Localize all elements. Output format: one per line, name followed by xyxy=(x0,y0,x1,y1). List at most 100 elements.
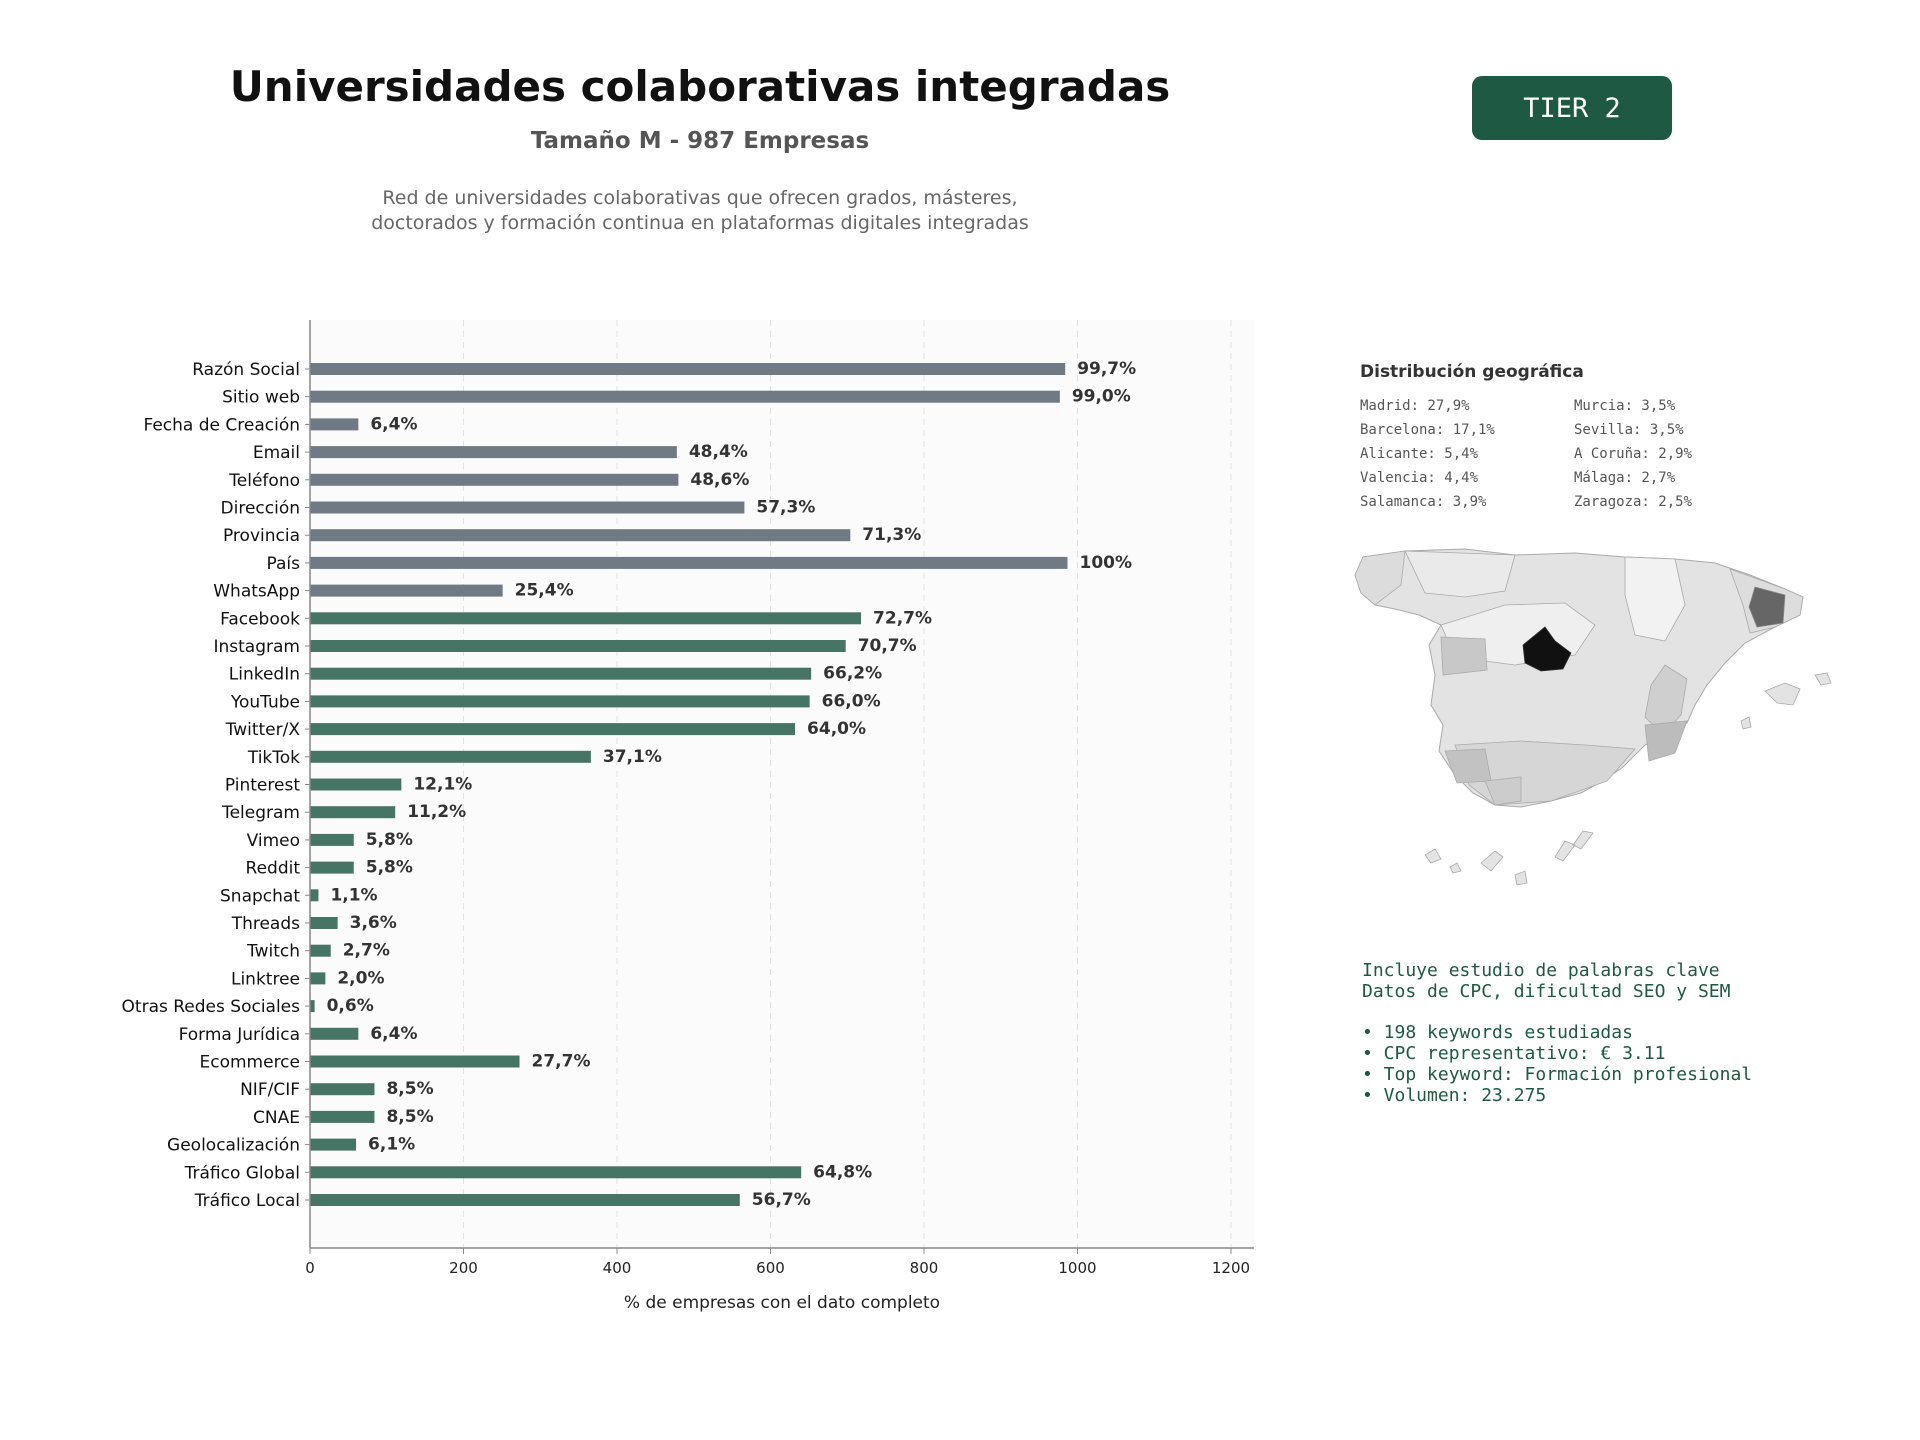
bar xyxy=(310,529,851,542)
map-region-salamanca xyxy=(1440,636,1488,676)
bar xyxy=(310,750,591,763)
bar xyxy=(310,833,354,846)
keyword-bullet: • 198 keywords estudiadas xyxy=(1362,1022,1633,1043)
map-region-malaga xyxy=(1484,776,1522,806)
bar xyxy=(310,556,1068,569)
category-label: Email xyxy=(253,443,300,463)
category-label: Threads xyxy=(231,914,300,934)
bar xyxy=(310,861,354,874)
geo-item: Málaga: 2,7% xyxy=(1574,470,1676,486)
value-label: 8,5% xyxy=(386,1079,433,1099)
category-label: Forma Jurídica xyxy=(179,1025,300,1045)
bar xyxy=(310,695,810,708)
category-label: Linktree xyxy=(231,969,300,989)
value-label: 1,1% xyxy=(330,885,377,905)
value-label: 11,2% xyxy=(407,802,466,822)
category-label: Instagram xyxy=(214,637,301,657)
bar xyxy=(310,944,331,957)
bar xyxy=(310,667,812,680)
page-title: Universidades colaborativas integradas xyxy=(229,62,1171,111)
value-label: 56,7% xyxy=(752,1190,811,1210)
category-label: Snapchat xyxy=(220,886,300,906)
x-tick-label: 0 xyxy=(305,1259,315,1277)
value-label: 66,0% xyxy=(822,691,881,711)
category-label: Tráfico Local xyxy=(194,1191,300,1211)
page-description: Red de universidades colaborativas que o… xyxy=(300,186,1100,236)
keywords-intro-line: Incluye estudio de palabras clave xyxy=(1362,960,1720,981)
geo-item: Madrid: 27,9% xyxy=(1360,398,1470,414)
value-label: 99,7% xyxy=(1077,359,1136,379)
bar xyxy=(310,1055,520,1068)
category-label: Geolocalización xyxy=(167,1136,300,1156)
bars xyxy=(310,363,1068,1206)
bar xyxy=(310,584,503,597)
geo-item: Barcelona: 17,1% xyxy=(1360,422,1495,438)
geo-item: A Coruña: 2,9% xyxy=(1574,446,1693,462)
bar xyxy=(310,1027,359,1040)
category-label: Dirección xyxy=(221,499,300,519)
map-region-sevilla xyxy=(1444,748,1492,784)
category-label: Fecha de Creación xyxy=(143,415,300,435)
x-tick-label: 400 xyxy=(603,1259,632,1277)
geo-title: Distribución geográfica xyxy=(1360,362,1584,382)
category-label: Ecommerce xyxy=(200,1053,301,1073)
category-label: País xyxy=(267,554,301,574)
map-islands-canary xyxy=(1424,830,1594,886)
value-label: 99,0% xyxy=(1072,387,1131,407)
bar xyxy=(310,446,677,459)
category-label: Teléfono xyxy=(228,471,300,491)
value-label: 27,7% xyxy=(532,1052,591,1072)
category-label: Tráfico Global xyxy=(184,1163,300,1183)
page-subtitle: Tamaño M - 987 Empresas xyxy=(530,128,870,154)
value-label: 5,8% xyxy=(366,830,413,850)
bar xyxy=(310,612,862,625)
category-labels: Razón Social Sitio web Fecha de Creación Em… xyxy=(122,360,310,1211)
value-labels: 99,7% 99,0% 6,4% 48,4% 48,6% 57,3% 71,3% 100% 25… xyxy=(327,359,1137,1210)
map-region-north xyxy=(1404,550,1516,598)
value-label: 8,5% xyxy=(386,1107,433,1127)
bar xyxy=(310,917,338,929)
bar xyxy=(310,1166,802,1179)
category-label: Twitch xyxy=(246,942,300,962)
category-label: Pinterest xyxy=(225,776,300,796)
keyword-bullet: • Top keyword: Formación profesional xyxy=(1362,1064,1753,1085)
map-islands-balearic xyxy=(1740,672,1832,730)
value-label: 48,6% xyxy=(690,470,749,490)
bar xyxy=(310,640,846,652)
x-tick-label: 800 xyxy=(910,1259,939,1277)
geo-item: Alicante: 5,4% xyxy=(1360,446,1479,462)
category-label: YouTube xyxy=(230,692,300,712)
category-label: Reddit xyxy=(246,859,301,879)
x-tick-label: 200 xyxy=(449,1259,478,1277)
bar xyxy=(310,972,326,985)
map-region-madrid xyxy=(1522,626,1572,672)
spain-map xyxy=(1345,545,1845,905)
value-label: 6,4% xyxy=(370,1024,417,1044)
value-label: 72,7% xyxy=(873,608,932,628)
value-label: 71,3% xyxy=(862,525,921,545)
bar xyxy=(310,390,1060,403)
category-label: Facebook xyxy=(220,609,300,629)
map-region-barcelona xyxy=(1748,586,1786,628)
category-label: TikTok xyxy=(247,748,300,768)
value-label: 70,7% xyxy=(858,636,917,656)
bar xyxy=(310,778,402,791)
geo-item: Murcia: 3,5% xyxy=(1574,398,1676,414)
map-region-aragon xyxy=(1624,556,1686,642)
keyword-bullet: • Volumen: 23.275 xyxy=(1362,1085,1547,1106)
bar xyxy=(310,1000,315,1013)
category-label: NIF/CIF xyxy=(240,1080,300,1100)
bar xyxy=(310,1194,740,1206)
geo-list: Madrid: 27,9% Murcia: 3,5% Barcelona: 17… xyxy=(1360,398,1860,510)
category-label: Provincia xyxy=(223,526,300,546)
geo-item: Zaragoza: 2,5% xyxy=(1574,494,1693,510)
value-label: 100% xyxy=(1080,553,1133,573)
category-label: WhatsApp xyxy=(213,582,300,602)
keywords-intro-line: Datos de CPC, dificultad SEO y SEM xyxy=(1362,981,1731,1002)
x-ticks: 0 200 400 600 800 1000 1200 xyxy=(305,1248,1250,1277)
bar xyxy=(310,723,796,736)
x-tick-label: 1000 xyxy=(1058,1259,1096,1277)
map-region-alicante xyxy=(1644,720,1688,762)
value-label: 2,0% xyxy=(337,968,384,988)
spacer xyxy=(1362,1002,1882,1022)
